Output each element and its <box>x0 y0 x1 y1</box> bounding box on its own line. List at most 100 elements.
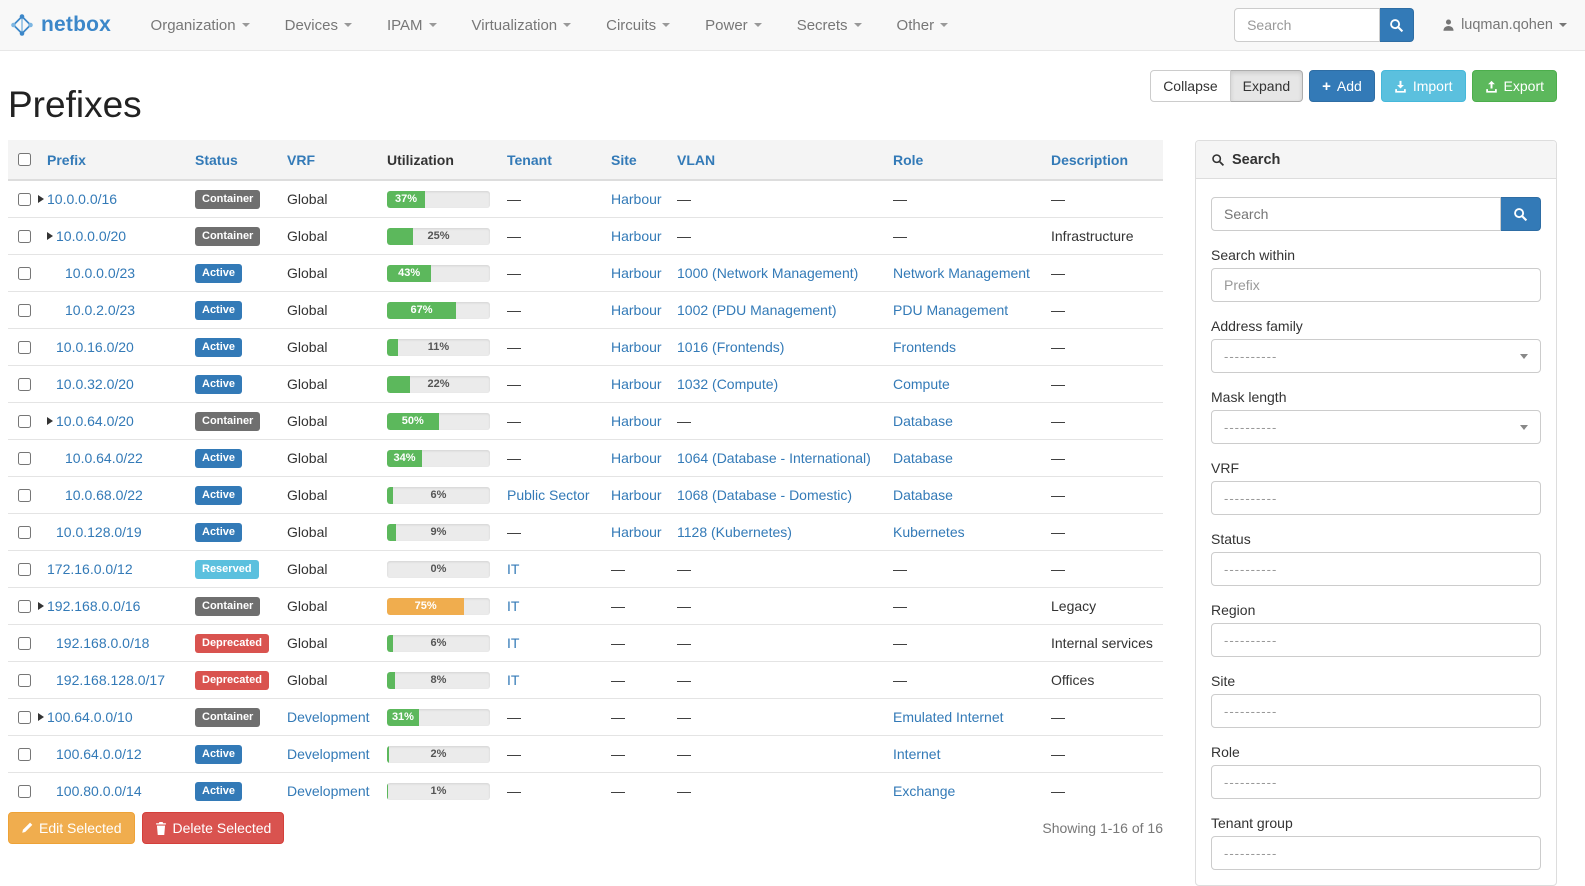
row-checkbox[interactable] <box>18 303 31 317</box>
select-all-checkbox[interactable] <box>18 153 31 166</box>
filter-select-vrf[interactable]: ---------- <box>1211 481 1541 515</box>
filter-select-status[interactable]: ---------- <box>1211 552 1541 586</box>
row-checkbox[interactable] <box>18 747 31 761</box>
filter-input-search-within[interactable] <box>1211 268 1541 302</box>
role-link[interactable]: Internet <box>893 746 941 762</box>
col-header-vrf[interactable]: VRF <box>287 151 315 168</box>
delete-selected-button[interactable]: Delete Selected <box>141 812 285 844</box>
row-checkbox[interactable] <box>18 488 31 502</box>
vrf-link[interactable]: Development <box>287 709 370 725</box>
filter-search-button[interactable] <box>1501 197 1541 231</box>
prefix-link[interactable]: 192.168.128.0/17 <box>56 672 165 688</box>
prefix-link[interactable]: 10.0.0.0/16 <box>47 191 118 207</box>
nav-menu-virtualization[interactable]: Virtualization <box>454 0 589 51</box>
row-checkbox[interactable] <box>18 414 31 428</box>
col-header-description[interactable]: Description <box>1051 151 1129 168</box>
col-header-site[interactable]: Site <box>611 151 637 168</box>
navbar-search-button[interactable] <box>1380 8 1415 42</box>
row-checkbox[interactable] <box>18 525 31 539</box>
col-header-status[interactable]: Status <box>195 151 238 168</box>
add-button[interactable]: + Add <box>1309 70 1375 102</box>
site-link[interactable]: Harbour <box>611 339 662 355</box>
nav-menu-power[interactable]: Power <box>688 0 780 51</box>
role-link[interactable]: Emulated Internet <box>893 709 1004 725</box>
prefix-link[interactable]: 10.0.0.0/20 <box>56 228 127 244</box>
filter-search-input[interactable] <box>1211 197 1501 231</box>
prefix-link[interactable]: 10.0.64.0/20 <box>56 413 134 429</box>
col-header-role[interactable]: Role <box>893 151 924 168</box>
export-button[interactable]: Export <box>1471 70 1557 102</box>
vlan-link[interactable]: 1000 (Network Management) <box>677 265 859 281</box>
role-link[interactable]: Compute <box>893 376 950 392</box>
site-link[interactable]: Harbour <box>611 487 662 503</box>
site-link[interactable]: Harbour <box>611 413 662 429</box>
tenant-link[interactable]: IT <box>507 635 520 651</box>
site-link[interactable]: Harbour <box>611 376 662 392</box>
site-link[interactable]: Harbour <box>611 265 662 281</box>
row-checkbox[interactable] <box>18 451 31 465</box>
vlan-link[interactable]: 1002 (PDU Management) <box>677 302 837 318</box>
nav-menu-circuits[interactable]: Circuits <box>589 0 688 51</box>
vlan-link[interactable]: 1016 (Frontends) <box>677 339 785 355</box>
prefix-link[interactable]: 10.0.64.0/22 <box>65 450 143 466</box>
nav-menu-ipam[interactable]: IPAM <box>369 0 454 51</box>
tenant-link[interactable]: IT <box>507 561 520 577</box>
prefix-link[interactable]: 100.64.0.0/12 <box>56 746 142 762</box>
expand-caret-icon[interactable] <box>38 195 44 203</box>
role-link[interactable]: Kubernetes <box>893 524 965 540</box>
tenant-link[interactable]: IT <box>507 598 520 614</box>
filter-select-address-family[interactable]: ---------- <box>1211 339 1541 373</box>
prefix-link[interactable]: 100.80.0.0/14 <box>56 783 142 799</box>
expand-caret-icon[interactable] <box>38 713 44 721</box>
filter-select-tenant-group[interactable]: ---------- <box>1211 836 1541 870</box>
col-header-prefix[interactable]: Prefix <box>47 151 86 168</box>
collapse-button[interactable]: Collapse <box>1150 70 1231 102</box>
role-link[interactable]: Database <box>893 450 953 466</box>
prefix-link[interactable]: 10.0.16.0/20 <box>56 339 134 355</box>
prefix-link[interactable]: 10.0.0.0/23 <box>65 265 136 281</box>
expand-caret-icon[interactable] <box>47 417 53 425</box>
nav-menu-secrets[interactable]: Secrets <box>779 0 879 51</box>
filter-select-mask-length[interactable]: ---------- <box>1211 410 1541 444</box>
row-checkbox[interactable] <box>18 192 31 206</box>
import-button[interactable]: Import <box>1380 70 1466 102</box>
netbox-brand[interactable]: netbox <box>10 13 111 37</box>
site-link[interactable]: Harbour <box>611 302 662 318</box>
site-link[interactable]: Harbour <box>611 191 662 207</box>
col-header-vlan[interactable]: VLAN <box>677 151 716 168</box>
tenant-link[interactable]: Public Sector <box>507 487 590 503</box>
role-link[interactable]: Network Management <box>893 265 1030 281</box>
row-checkbox[interactable] <box>18 673 31 687</box>
row-checkbox[interactable] <box>18 710 31 724</box>
row-checkbox[interactable] <box>18 562 31 576</box>
expand-caret-icon[interactable] <box>38 602 44 610</box>
filter-select-site[interactable]: ---------- <box>1211 694 1541 728</box>
site-link[interactable]: Harbour <box>611 228 662 244</box>
prefix-link[interactable]: 10.0.128.0/19 <box>56 524 142 540</box>
role-link[interactable]: Database <box>893 487 953 503</box>
prefix-link[interactable]: 10.0.68.0/22 <box>65 487 143 503</box>
navbar-search-input[interactable] <box>1234 8 1381 42</box>
expand-button[interactable]: Expand <box>1230 70 1304 102</box>
site-link[interactable]: Harbour <box>611 450 662 466</box>
filter-select-region[interactable]: ---------- <box>1211 623 1541 657</box>
row-checkbox[interactable] <box>18 599 31 613</box>
vlan-link[interactable]: 1064 (Database - International) <box>677 450 871 466</box>
site-link[interactable]: Harbour <box>611 524 662 540</box>
col-header-tenant[interactable]: Tenant <box>507 151 552 168</box>
nav-menu-other[interactable]: Other <box>879 0 966 51</box>
edit-selected-button[interactable]: Edit Selected <box>8 812 135 844</box>
row-checkbox[interactable] <box>18 636 31 650</box>
prefix-link[interactable]: 10.0.2.0/23 <box>65 302 136 318</box>
expand-caret-icon[interactable] <box>47 232 53 240</box>
vrf-link[interactable]: Development <box>287 783 370 799</box>
vrf-link[interactable]: Development <box>287 746 370 762</box>
role-link[interactable]: Exchange <box>893 783 956 799</box>
row-checkbox[interactable] <box>18 229 31 243</box>
prefix-link[interactable]: 100.64.0.0/10 <box>47 709 133 725</box>
filter-select-role[interactable]: ---------- <box>1211 765 1541 799</box>
row-checkbox[interactable] <box>18 784 31 798</box>
row-checkbox[interactable] <box>18 377 31 391</box>
row-checkbox[interactable] <box>18 340 31 354</box>
role-link[interactable]: Database <box>893 413 953 429</box>
